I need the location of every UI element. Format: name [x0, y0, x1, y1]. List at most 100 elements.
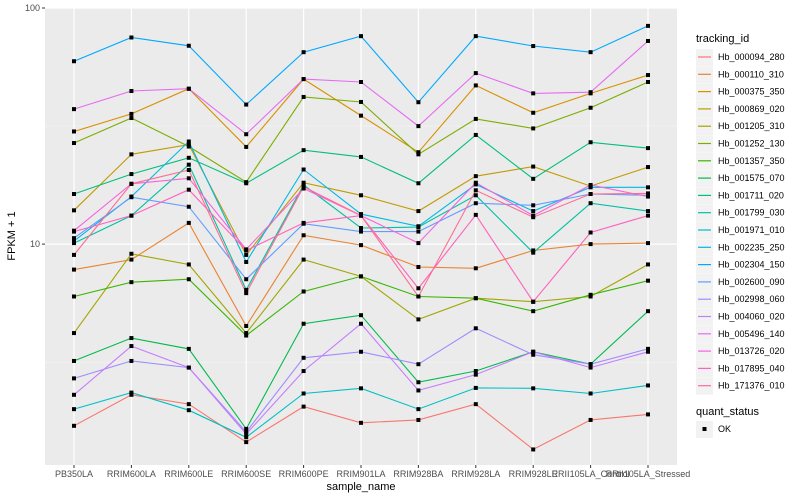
legend-label: Hb_001252_130	[718, 139, 785, 149]
data-point-Hb_000094_280-RRIM928BA	[416, 417, 421, 422]
data-point-Hb_001252_130-RRIM600PE	[301, 94, 306, 99]
data-point-Hb_002998_060-RRIM928LA	[473, 326, 478, 331]
data-point-Hb_001711_020-RRIM600PE	[301, 148, 306, 153]
data-point-Hb_001971_010-RRIM901LA	[359, 386, 363, 391]
x-tick-label: RRIM928LE	[509, 469, 558, 479]
data-point-Hb_000110_310-RRIM928LE	[531, 248, 536, 253]
data-point-Hb_002304_150-PB350LA	[72, 59, 76, 64]
data-point-Hb_002998_060-RRII105LA_Stressed	[646, 346, 650, 351]
data-point-Hb_002600_090-RRIM600LE	[186, 204, 191, 209]
data-point-Hb_002998_060-RRIM600PE	[301, 355, 306, 360]
legend-item-Hb_002998_060: Hb_002998_060	[696, 291, 785, 309]
data-point-Hb_001252_130-RRIM901LA	[359, 99, 363, 104]
legend-item-Hb_002600_090: Hb_002600_090	[696, 273, 785, 291]
data-point-Hb_001711_020-RRIM600LA	[129, 172, 134, 177]
legend-point-icon	[702, 427, 707, 431]
data-point-Hb_000375_350-RRIM928LE	[531, 110, 536, 115]
data-point-Hb_001971_010-PB350LA	[72, 407, 76, 412]
data-point-Hb_002235_250-RRIM600PE	[301, 167, 306, 172]
data-point-Hb_001971_010-RRIM600LA	[129, 390, 134, 395]
data-point-Hb_000110_310-RRII105LA_Stressed	[646, 241, 650, 246]
data-point-Hb_001799_030-PB350LA	[72, 241, 76, 246]
legend-item-Hb_001252_130: Hb_001252_130	[696, 135, 785, 153]
data-point-Hb_000094_280-RRII105LA_Stressed	[646, 412, 650, 417]
data-point-Hb_001575_070-RRIM600SE	[244, 426, 249, 431]
data-point-Hb_004060_020-RRIM901LA	[359, 321, 363, 326]
data-point-Hb_005496_140-RRII105LA_Control	[588, 90, 593, 95]
data-point-Hb_000375_350-PB350LA	[72, 129, 76, 134]
data-point-Hb_002304_150-RRIM928BA	[416, 100, 421, 105]
data-point-Hb_002235_250-RRII105LA_Control	[588, 185, 593, 190]
data-point-Hb_004060_020-RRIM600LE	[186, 365, 191, 370]
legend-shape-items: OK	[696, 421, 731, 438]
legend-label: Hb_000110_310	[718, 69, 784, 79]
data-point-Hb_001799_030-RRIM901LA	[359, 226, 363, 231]
data-point-Hb_017895_040-RRIM600PE	[301, 220, 306, 225]
data-point-Hb_001575_070-RRIM901LA	[359, 313, 363, 318]
data-point-Hb_001357_350-RRIM600LE	[186, 277, 191, 282]
data-point-Hb_013726_020-RRIM928BA	[416, 241, 421, 246]
data-point-Hb_171376_010-PB350LA	[72, 252, 76, 257]
data-point-Hb_001357_350-RRIM928LE	[531, 309, 536, 314]
legend-label: OK	[718, 424, 731, 434]
data-point-Hb_002998_060-RRIM928LE	[531, 352, 536, 357]
data-point-Hb_000094_280-RRII105LA_Control	[588, 417, 593, 422]
data-point-Hb_001711_020-RRIM600SE	[244, 181, 249, 186]
data-point-Hb_000110_310-RRIM901LA	[359, 243, 363, 248]
data-point-Hb_001357_350-PB350LA	[72, 294, 76, 299]
data-point-Hb_004060_020-PB350LA	[72, 392, 76, 397]
series-points	[72, 23, 650, 452]
legend-label: Hb_171376_010	[718, 381, 785, 391]
data-point-Hb_001575_070-RRIM600LA	[129, 336, 134, 341]
legend-item-Hb_001799_030: Hb_001799_030	[696, 204, 785, 222]
data-point-Hb_001799_030-RRII105LA_Stressed	[646, 209, 650, 214]
data-point-Hb_004060_020-RRIM928BA	[416, 388, 421, 393]
data-point-Hb_001971_010-RRIM600SE	[244, 435, 249, 440]
legend-label: Hb_013726_020	[718, 346, 785, 356]
data-point-Hb_017895_040-RRIM600SE	[244, 248, 249, 253]
data-point-Hb_000869_020-RRIM928LA	[473, 174, 478, 179]
data-point-Hb_002998_060-RRIM901LA	[359, 349, 363, 354]
legend-item-Hb_002235_250: Hb_002235_250	[696, 239, 785, 257]
data-point-Hb_001971_010-RRIM928LE	[531, 386, 536, 391]
data-point-Hb_000110_310-RRIM600LA	[129, 257, 134, 262]
data-point-Hb_002304_150-RRIM600SE	[244, 102, 249, 107]
legend-label: Hb_001357_350	[718, 156, 785, 166]
data-point-Hb_001799_030-RRIM600SE	[244, 287, 249, 292]
data-point-Hb_002304_150-RRII105LA_Control	[588, 50, 593, 55]
data-point-Hb_000094_280-RRIM600SE	[244, 440, 249, 445]
data-point-Hb_001205_310-RRIM600PE	[301, 257, 306, 262]
data-point-Hb_013726_020-RRII105LA_Stressed	[646, 194, 650, 199]
data-point-Hb_005496_140-RRIM928LE	[531, 91, 536, 96]
data-point-Hb_002600_090-RRIM901LA	[359, 229, 363, 234]
data-point-Hb_000869_020-RRIM600SE	[244, 252, 249, 257]
data-point-Hb_002304_150-RRII105LA_Stressed	[646, 23, 650, 28]
data-point-Hb_000094_280-RRIM928LE	[531, 447, 536, 452]
x-tick-label: RRIM600LE	[164, 469, 213, 479]
x-tick-label: PB350LA	[55, 469, 93, 479]
data-point-Hb_001205_310-RRIM928BA	[416, 317, 421, 322]
legend-shape-title: quant_status	[696, 406, 759, 418]
data-point-Hb_171376_010-RRIM600SE	[244, 291, 249, 296]
data-point-Hb_171376_010-RRII105LA_Control	[588, 192, 593, 197]
data-point-Hb_000094_280-RRIM901LA	[359, 420, 363, 425]
data-point-Hb_013726_020-RRIM928LA	[473, 180, 478, 185]
data-point-Hb_017895_040-RRIM928BA	[416, 286, 421, 291]
data-point-Hb_171376_010-RRIM600LA	[129, 181, 134, 186]
legend-item-Hb_005496_140: Hb_005496_140	[696, 325, 785, 343]
data-point-Hb_001252_130-RRIM928LE	[531, 126, 536, 131]
data-point-Hb_000869_020-RRIM928LE	[531, 164, 536, 169]
data-point-Hb_171376_010-RRIM928BA	[416, 294, 421, 299]
data-point-Hb_001711_020-RRIM928LE	[531, 176, 536, 181]
y-axis: 10 100	[25, 3, 45, 249]
data-point-Hb_000869_020-RRII105LA_Stressed	[646, 165, 650, 170]
legend-item-Hb_000375_350: Hb_000375_350	[696, 83, 785, 101]
data-point-Hb_002304_150-RRIM928LE	[531, 44, 536, 49]
legend-item-Hb_013726_020: Hb_013726_020	[696, 343, 785, 361]
data-point-Hb_017895_040-RRIM928LA	[473, 212, 478, 217]
y-axis-title: FPKM + 1	[6, 211, 18, 260]
data-point-Hb_004060_020-RRIM600LA	[129, 344, 134, 349]
x-tick-label: RRIM600LA	[107, 469, 156, 479]
data-point-Hb_001575_070-RRII105LA_Stressed	[646, 309, 650, 314]
